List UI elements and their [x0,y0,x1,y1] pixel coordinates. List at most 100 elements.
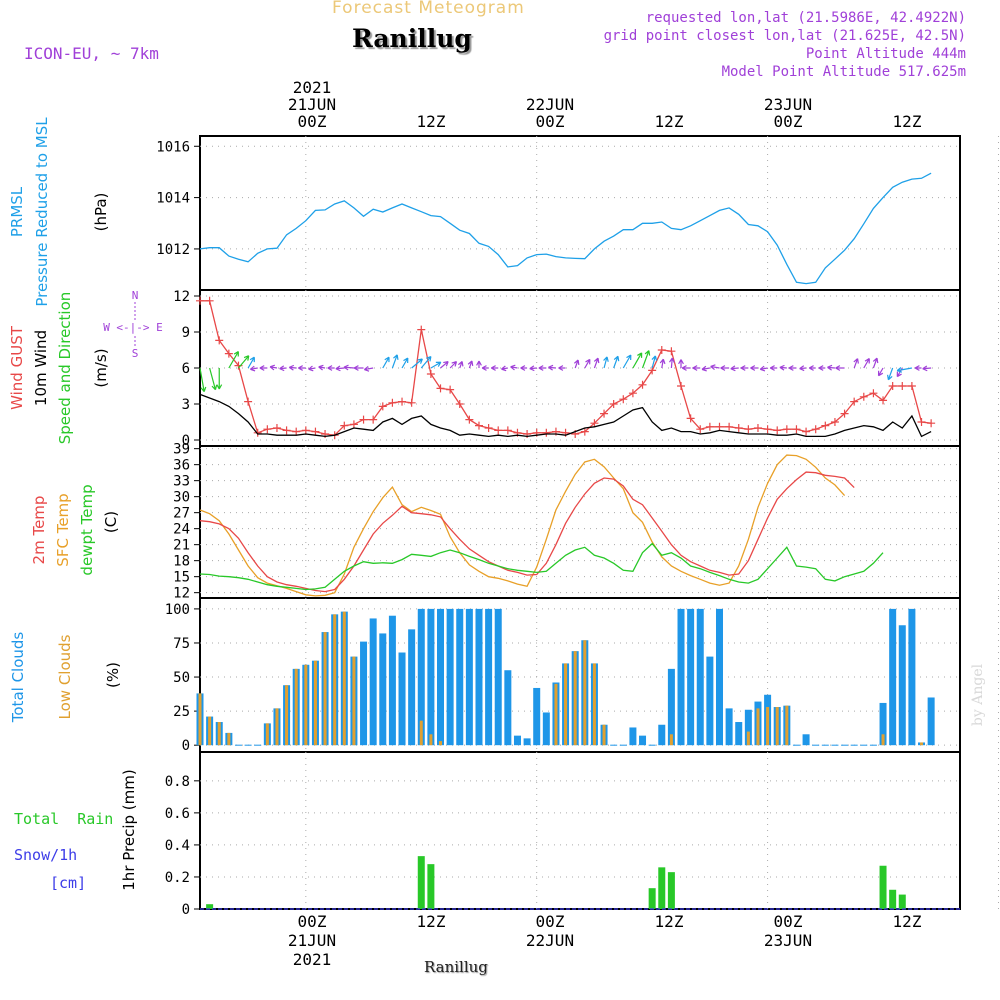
total-cloud-bar [687,608,695,746]
bottom-hour-label-3: 00Z [536,912,565,931]
gust-marker [580,427,589,436]
wind-arrow [318,364,326,371]
gust-marker [359,415,368,424]
plot-layer [196,172,960,910]
wind-arrow [799,365,807,372]
total-cloud-bar [446,608,454,746]
wind-arrow [353,365,364,371]
top-hour-label-3: 00Z [536,112,565,131]
low-cloud-bar [746,731,750,746]
wind-arrow [440,360,449,369]
point-altitude: Point Altitude 444m [805,46,966,62]
wind-unit: (m/s) [92,348,110,387]
bottom-day-label-2: 22JUN [526,931,574,950]
temp-sfc-label: SFC Temp [54,493,72,566]
total-cloud-bar [533,687,541,746]
wind-arrow [420,355,432,369]
pressure-label-1: PRMSL [8,186,26,237]
gust-marker [378,402,387,411]
top-day-label-2: 22JUN [526,95,574,114]
snow-unit-label: [cm] [50,874,86,892]
gust-marker [600,409,609,418]
temp-dewpt-label: dewpt Temp [78,484,96,575]
low-cloud-bar [766,707,770,746]
wind-arrow [584,358,591,369]
total-cloud-bar [889,608,897,746]
pressure-line [199,172,932,285]
bottom-hour-label-4: 12Z [655,912,684,931]
total-cloud-bar [494,608,502,746]
wind-arrow [335,365,345,372]
top-hour-label-6: 12Z [893,112,922,131]
rain-bar [427,864,435,909]
gust-marker [628,389,637,398]
wind-arrow [327,365,335,371]
wind-arrow [449,361,458,369]
total-cloud-bar [667,668,675,746]
gust-marker [821,421,830,430]
gust-marker [205,296,214,305]
low-cloud-bar [881,734,885,746]
model-label: ICON-EU, ~ 7km [24,44,159,63]
y-tick-label: 9 [182,325,190,341]
gust-marker [503,426,512,435]
wind-arrow [622,354,632,369]
wind-gust-label: Wind GUST [8,325,26,410]
wind-arrow [779,364,787,371]
low-cloud-bar [198,693,202,746]
total-cloud-bar [504,670,512,746]
total-cloud-bar [908,608,916,746]
panel-precip-frame [199,751,961,910]
wind-arrow [520,365,528,371]
tick-labels: 1012101410160369121215182124273033363902… [156,139,190,918]
total-cloud-bar [639,735,647,746]
top-hour-label-2: 12Z [417,112,446,131]
wind-arrow [720,365,730,371]
y-tick-label: 75 [173,636,190,652]
gust-marker [638,380,647,389]
wind-arrow [769,365,778,371]
total-cloud-bar [744,709,752,746]
gust-marker [927,419,936,428]
low-cloud-bar [333,614,337,746]
top-year-label: 2021 [293,78,332,97]
y-tick-label: 0 [182,433,190,449]
gust-marker [792,425,801,434]
wind-arrow [548,364,557,371]
rain-bar [667,872,675,909]
gust-marker [696,425,705,434]
total-clouds-label: Total Clouds [9,632,27,724]
wind-arrow [501,365,508,372]
wind-arrow [538,365,547,371]
y-tick-label: 25 [173,704,190,720]
grid-lonlat: grid point closest lon,lat (21.625E, 42.… [603,28,966,44]
total-cloud-bar [408,629,416,746]
bottom-day-label-1: 21JUN [288,931,336,950]
gust-marker [667,347,676,356]
bottom-day-label-3: 23JUN [764,931,812,950]
wind-arrow [701,365,710,372]
low-cloud-bar [669,734,673,746]
panel-pressure-frame [199,135,961,291]
y-tick-label: 15 [173,570,190,586]
low-cloud-bar [419,720,423,746]
y-tick-label: 21 [173,538,190,554]
top-day-label-1: 21JUN [288,95,336,114]
dewpt-line [199,542,884,591]
low-cloud-bar [352,656,356,746]
wind-arrow [199,367,207,393]
wind-arrow [863,357,870,369]
total-cloud-bar [715,608,723,746]
low-cloud-bar [265,723,269,746]
gust-marker [465,415,474,424]
gust-marker [436,384,445,393]
temp-unit: (C) [102,511,120,533]
gust-marker [292,427,301,436]
gust-marker [840,409,849,418]
bottom-hour-label-6: 12Z [893,912,922,931]
total-cloud-bar [725,708,733,746]
gust-marker [705,422,714,431]
gust-marker [898,382,907,390]
total-cloud-bar [879,702,887,746]
gust-marker [426,370,435,378]
